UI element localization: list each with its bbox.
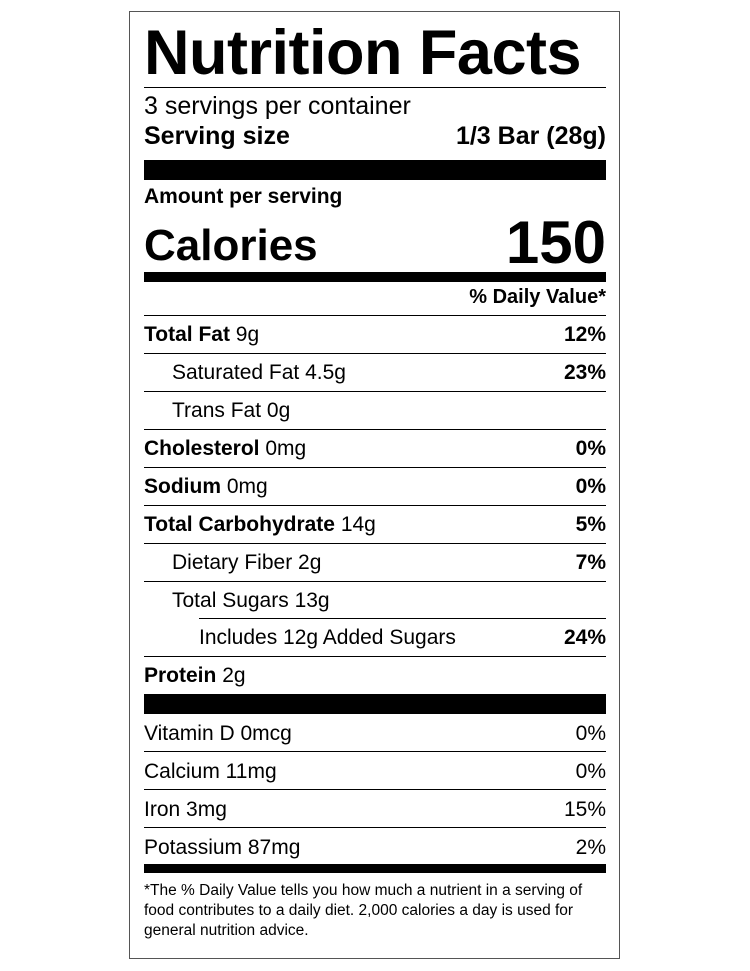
vitamin-row: Vitamin D 0mcg 0%	[144, 714, 606, 752]
vitamin-list: Vitamin D 0mcg 0% Calcium 11mg 0% Iron 3mg 15…	[144, 714, 606, 864]
nutrient-row: Cholesterol 0mg 0%	[144, 430, 606, 468]
servings-per-container: 3 servings per container	[144, 92, 411, 120]
nutrient-row: Total Fat 9g 12%	[144, 316, 606, 354]
nutrition-facts-label: Nutrition Facts 3 servings per container…	[129, 11, 620, 959]
vitamin-row: Potassium 87mg 2%	[144, 828, 606, 864]
vitamin-name: Iron 3mg	[144, 797, 227, 821]
vitamin-daily-value: 0%	[575, 759, 606, 783]
nutrient-name: Cholesterol 0mg	[144, 430, 306, 467]
nutrient-row: Dietary Fiber 2g 7%	[144, 544, 606, 582]
nutrient-amount: 9g	[235, 323, 260, 346]
nutrient-label: Total Sugars	[172, 589, 289, 612]
daily-value-header: % Daily Value*	[144, 282, 606, 316]
nutrient-label: Includes 12g Added Sugars	[199, 625, 456, 649]
nutrient-row: Includes 12g Added Sugars 24%	[144, 619, 606, 657]
nutrient-row: Total Carbohydrate 14g 5%	[144, 506, 606, 544]
nutrient-label: Trans Fat	[172, 399, 262, 422]
nutrient-name: Dietary Fiber 2g	[172, 544, 321, 581]
nutrient-row: Saturated Fat 4.5g 23%	[144, 354, 606, 392]
nutrient-row: Total Sugars 13g	[144, 582, 606, 619]
vitamin-row: Iron 3mg 15%	[144, 790, 606, 828]
thick-divider	[144, 160, 606, 180]
label-title: Nutrition Facts	[144, 18, 582, 88]
medium-divider	[144, 863, 606, 873]
nutrient-row: Trans Fat 0g	[144, 392, 606, 430]
nutrient-name: Protein 2g	[144, 657, 246, 694]
nutrient-name: Sodium 0mg	[144, 468, 268, 505]
serving-size-label: Serving size	[144, 122, 290, 150]
vitamin-daily-value: 2%	[575, 835, 606, 859]
nutrient-amount: 0g	[266, 399, 291, 422]
medium-divider	[144, 272, 606, 282]
footnote: *The % Daily Value tells you how much a …	[144, 881, 583, 939]
nutrient-name: Includes 12g Added Sugars	[199, 619, 456, 656]
vitamin-name: Vitamin D 0mcg	[144, 721, 292, 745]
serving-size-value: 1/3 Bar (28g)	[455, 122, 606, 150]
calories-value: 150	[505, 209, 606, 276]
nutrient-name: Total Sugars 13g	[172, 582, 330, 619]
nutrient-daily-value: 5%	[575, 513, 606, 536]
nutrient-daily-value: 24%	[563, 625, 606, 649]
thick-divider	[144, 693, 606, 714]
nutrient-amount: 2g	[298, 551, 322, 574]
divider	[144, 87, 606, 88]
nutrient-amount: 0mg	[226, 475, 268, 498]
nutrient-amount: 2g	[222, 663, 246, 687]
nutrient-daily-value: 0%	[575, 437, 606, 460]
nutrient-label: Cholesterol	[144, 437, 260, 460]
nutrient-daily-value: 0%	[575, 475, 606, 498]
nutrient-amount: 0mg	[265, 437, 307, 460]
nutrient-daily-value: 23%	[563, 361, 606, 384]
nutrient-name: Trans Fat 0g	[172, 392, 290, 429]
nutrient-list: Total Fat 9g 12% Saturated Fat 4.5g 23% Tran…	[144, 316, 606, 694]
nutrient-name: Total Fat 9g	[144, 316, 259, 353]
nutrient-daily-value: 12%	[563, 323, 606, 346]
divider	[199, 617, 606, 619]
nutrient-label: Saturated Fat	[172, 361, 300, 384]
vitamin-row: Calcium 11mg 0%	[144, 752, 606, 790]
amount-per-serving: Amount per serving	[144, 185, 343, 208]
nutrient-amount: 14g	[340, 513, 376, 536]
nutrient-label: Total Carbohydrate	[144, 513, 335, 536]
nutrient-daily-value: 7%	[575, 551, 606, 574]
nutrient-row: Sodium 0mg 0%	[144, 468, 606, 506]
nutrient-label: Dietary Fiber	[172, 551, 293, 574]
vitamin-daily-value: 0%	[575, 721, 606, 745]
nutrient-name: Saturated Fat 4.5g	[172, 354, 346, 391]
serving-size: Serving size 1/3 Bar (28g)	[144, 121, 606, 160]
vitamin-daily-value: 15%	[563, 797, 606, 821]
nutrient-label: Sodium	[144, 475, 221, 498]
nutrient-amount: 13g	[294, 589, 330, 612]
nutrient-label: Total Fat	[144, 323, 230, 346]
nutrient-amount: 4.5g	[305, 361, 346, 384]
nutrient-row: Protein 2g	[144, 657, 606, 694]
vitamin-name: Potassium 87mg	[144, 835, 301, 859]
nutrient-label: Protein	[144, 663, 217, 687]
calories-label: Calories	[144, 221, 318, 270]
nutrient-name: Total Carbohydrate 14g	[144, 506, 376, 543]
calories-row: Calories 150	[144, 206, 606, 276]
vitamin-name: Calcium 11mg	[144, 759, 277, 783]
